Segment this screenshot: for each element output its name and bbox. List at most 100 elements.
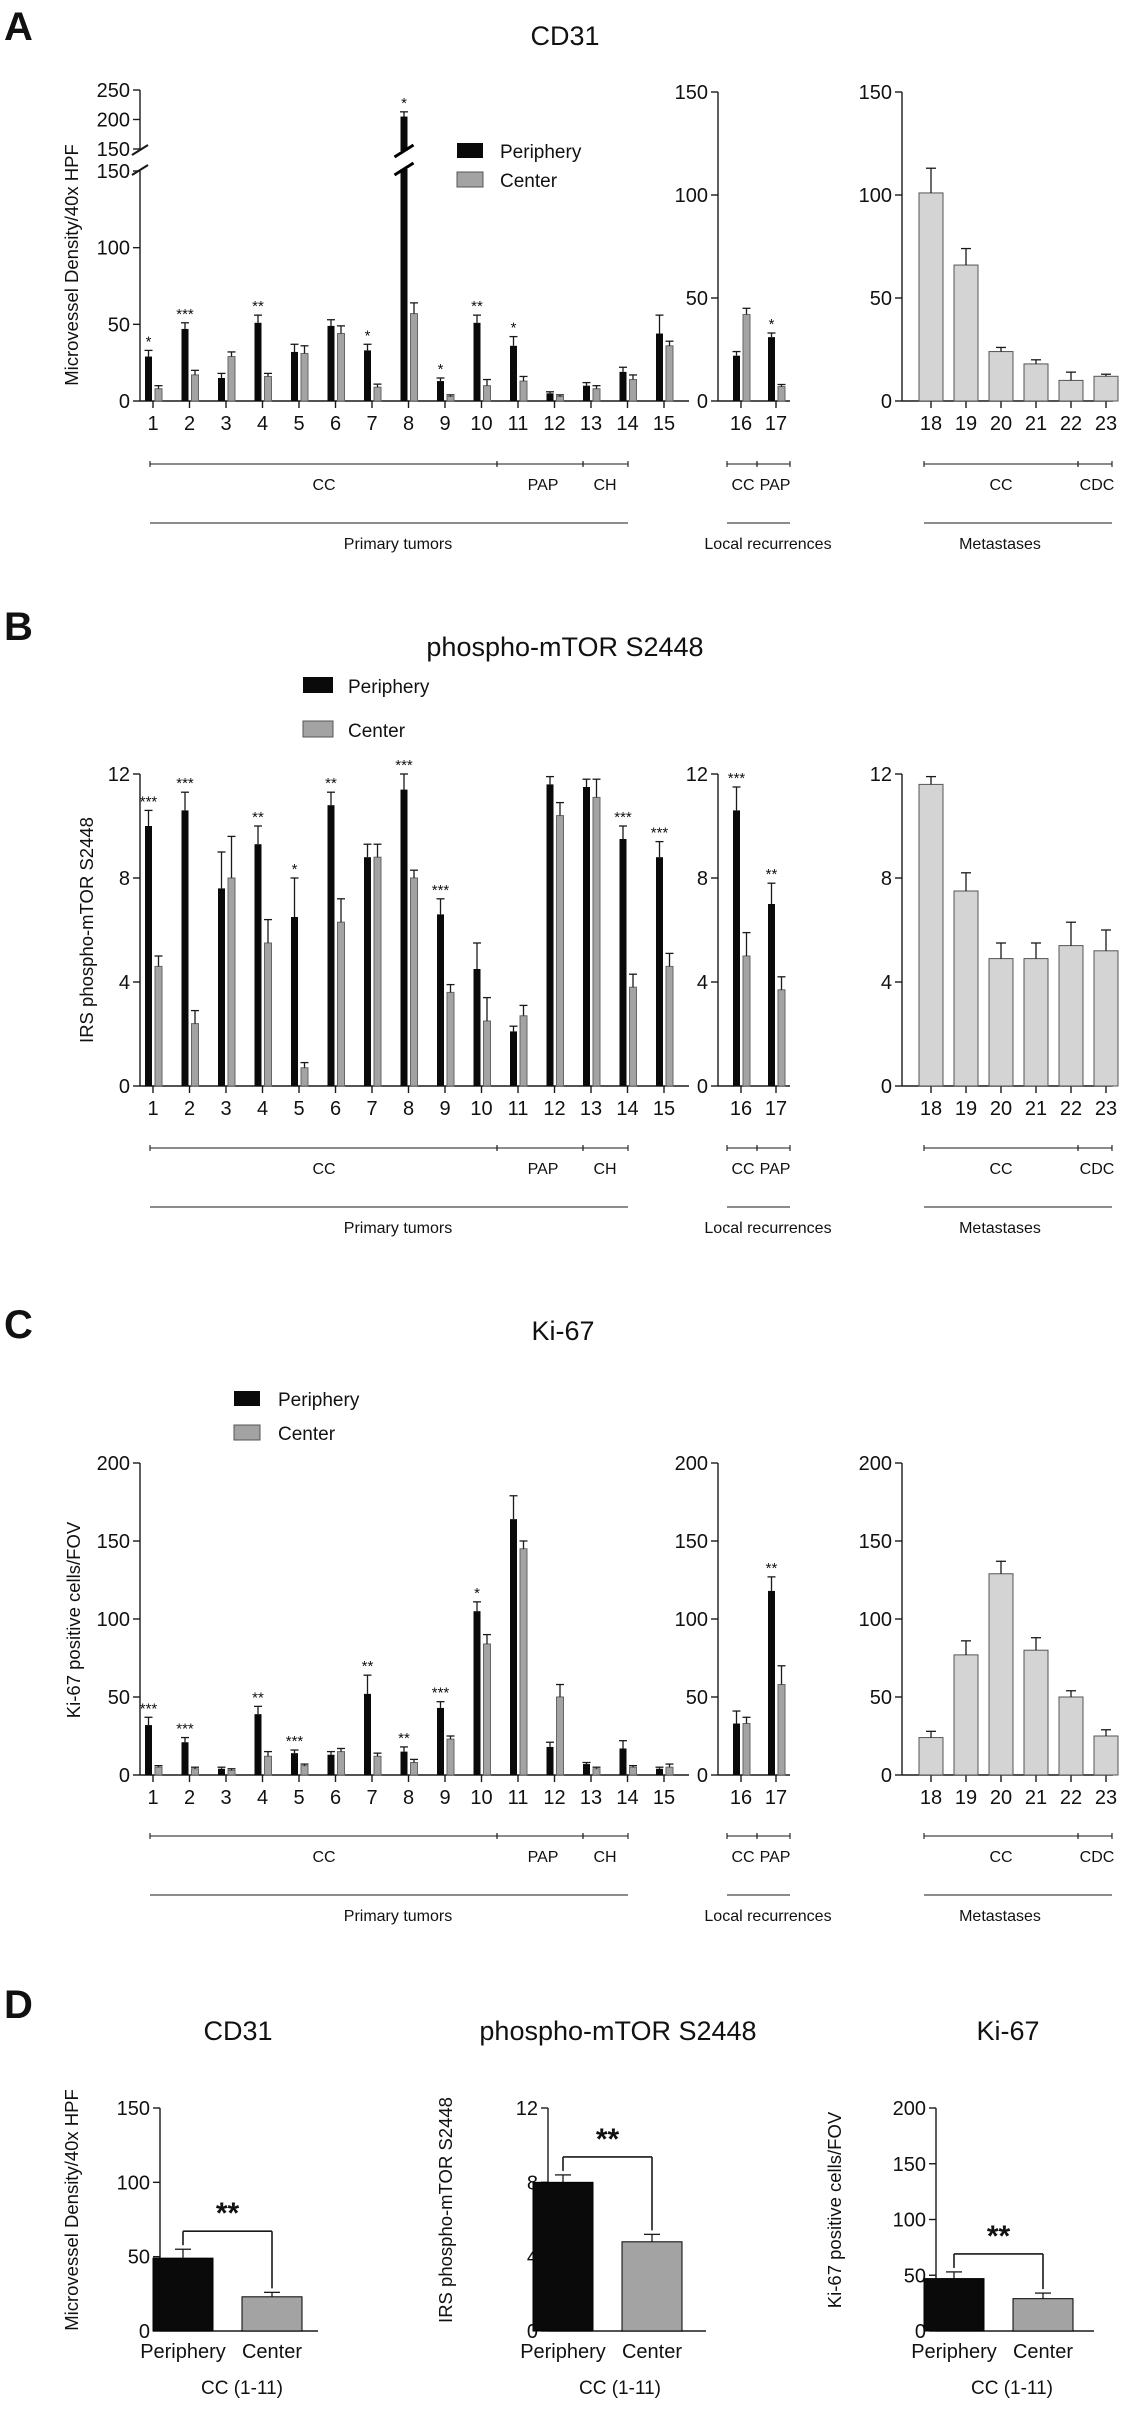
panel-a-primary-bar-periphery xyxy=(619,371,627,401)
panel-b-primary-bar-periphery xyxy=(364,857,371,1086)
panel-c-metastasis-bar xyxy=(1093,1735,1119,1776)
panel-c-recurrence-bar-center xyxy=(742,1723,751,1776)
panel-b-primary-y-tick-label: 8 xyxy=(119,868,130,890)
panel-a-metastasis-bar xyxy=(953,264,979,402)
panel-b-primary-bar-center xyxy=(373,856,382,1087)
panel-d-subtitle-cd31: CC (1-11) xyxy=(201,2378,283,2399)
panel-c-metastasis-y-tick-label: 0 xyxy=(881,1765,892,1787)
group-a-cc: CC xyxy=(312,477,335,494)
panel-b-primary-x-label: 2 xyxy=(184,1098,195,1120)
panel-c-primary-bar-periphery xyxy=(473,1611,481,1775)
panel-b-primary-significance: ** xyxy=(252,809,264,826)
panel-c-primary-y-tick-label: 100 xyxy=(97,1609,130,1631)
panel-b-primary-bar-center xyxy=(410,877,418,1087)
panel-c-primary-bar-periphery xyxy=(254,1714,262,1775)
panel-a-metastasis-bar xyxy=(918,192,944,402)
panel-a-primary-y-tick-label: 250 xyxy=(97,80,130,102)
panel-c-primary-bar-center xyxy=(410,1762,418,1776)
panel-c-primary-bar-center xyxy=(446,1738,455,1776)
panel-a-recurrence-bar-periphery xyxy=(733,355,740,401)
panel-a-metastasis-bar xyxy=(1093,375,1119,402)
panel-c-primary-significance: * xyxy=(474,1585,480,1602)
panel-b-recurrence-y-tick-label: 12 xyxy=(686,764,708,786)
panel-c-primary-x-label: 14 xyxy=(616,1787,638,1809)
panel-b-primary-x-label: 4 xyxy=(257,1098,268,1120)
panel-a-metastasis-x-label: 21 xyxy=(1025,413,1047,435)
panel-b-primary-x-label: 13 xyxy=(580,1098,602,1120)
panel-b-primary-bar-center xyxy=(154,965,163,1087)
group-c-rec-cc: CC xyxy=(731,1849,754,1866)
panel-a-recurrence-y-tick-label: 0 xyxy=(697,391,708,413)
panel-b-primary-x-label: 14 xyxy=(616,1098,638,1120)
panel-a-primary-bar-periphery xyxy=(254,322,262,401)
panel-a-primary-y-tick-label: 200 xyxy=(97,110,130,132)
panel-b-recurrence-x-label: 16 xyxy=(730,1098,752,1120)
panel-a-recurrence-bar-periphery xyxy=(768,337,775,401)
panel-c-metastasis-y-tick-label: 100 xyxy=(859,1609,892,1631)
panel-c-recurrence-bar-center xyxy=(777,1684,786,1776)
panel-d-ki67-significance: ** xyxy=(987,2220,1011,2253)
panel-a-recurrence-y-tick-label: 100 xyxy=(675,185,708,207)
panel-c-primary-x-label: 11 xyxy=(508,1787,529,1809)
panel-a-primary-bar-break-mark xyxy=(393,143,415,159)
panel-d-cd31-bar-periphery xyxy=(152,2257,214,2332)
panel-d-mtor-y-label: IRS phospho-mTOR S2448 xyxy=(435,2097,456,2323)
panel-c-primary-significance: *** xyxy=(140,1700,158,1717)
group-b-pap: PAP xyxy=(528,1161,559,1178)
panel-d-subtitle-ki67: CC (1-11) xyxy=(971,2378,1053,2399)
panel-c-primary-significance: ** xyxy=(398,1730,410,1747)
panel-b-recurrence-y-tick-label: 0 xyxy=(697,1076,708,1098)
panel-a-metastasis-y-tick-label: 0 xyxy=(881,391,892,413)
panel-b-recurrence-bar-center xyxy=(777,989,786,1087)
panel-a-recurrence-y-tick-label: 150 xyxy=(675,82,708,104)
group-c-metastases: Metastases xyxy=(959,1908,1041,1925)
panel-b-metastasis-bar xyxy=(918,783,944,1087)
panel-b-metastasis-y-tick-label: 8 xyxy=(881,868,892,890)
panel-b-primary-bar-center xyxy=(337,921,345,1087)
panel-a-primary-bar-periphery-upper xyxy=(400,116,408,151)
panel-c-primary-bar-center xyxy=(337,1751,345,1776)
panel-b-metastasis-bar xyxy=(1023,958,1049,1087)
panel-a-primary-bar-center xyxy=(264,375,272,402)
panel-b-primary-bar-periphery xyxy=(291,917,298,1086)
group-a-met-cdc: CDC xyxy=(1080,477,1115,494)
panel-c-primary-bar-center xyxy=(483,1643,491,1776)
group-c-met-cdc: CDC xyxy=(1080,1849,1115,1866)
panel-c-primary-bar-center xyxy=(264,1755,272,1776)
panel-d-mtor-y-tick-label: 0 xyxy=(527,2321,538,2343)
panel-c-recurrence-y-tick-label: 100 xyxy=(675,1609,708,1631)
panel-c-recurrence-x-label: 17 xyxy=(765,1787,787,1809)
panel-c-primary-bar-periphery xyxy=(619,1748,627,1775)
panel-a-primary-bar-center xyxy=(227,356,236,402)
legend-a-center-swatch xyxy=(456,171,484,188)
panel-b-metastasis-x-label: 19 xyxy=(955,1098,977,1120)
panel-b-primary-y-tick-label: 12 xyxy=(108,764,130,786)
panel-d-cd31-bar-center xyxy=(241,2296,303,2332)
panel-c-metastasis-y-tick-label: 200 xyxy=(859,1453,892,1475)
panel-d-ki67-y-label: Ki-67 positive cells/FOV xyxy=(824,2111,845,2308)
panel-c-primary-bar-periphery xyxy=(181,1742,189,1775)
group-a-primary: Primary tumors xyxy=(344,536,452,553)
panel-c-metastasis-x-label: 19 xyxy=(955,1787,977,1809)
panel-a-primary-bar-center xyxy=(519,380,528,402)
panel-a-primary-significance: ** xyxy=(471,298,483,315)
legend-a-center-label: Center xyxy=(500,171,558,192)
panel-b-title: phospho-mTOR S2448 xyxy=(426,632,703,662)
panel-d-cd31-y-tick-label: 0 xyxy=(139,2321,150,2343)
panel-c-metastasis-y-tick-label: 50 xyxy=(870,1687,892,1709)
panel-c-primary-y-tick-label: 50 xyxy=(108,1687,130,1709)
legend-c: Periphery Center xyxy=(233,1390,360,1445)
panel-a-primary-bar-center xyxy=(300,352,309,402)
panel-b-recurrence-bar-center xyxy=(742,955,751,1087)
panel-c-primary-x-label: 6 xyxy=(330,1787,341,1809)
panel-a-recurrence-x-label: 16 xyxy=(730,413,752,435)
group-a-rec-cc: CC xyxy=(731,477,754,494)
panel-a-primary-axis-break-mark xyxy=(131,164,149,176)
panel-a-title: CD31 xyxy=(530,21,599,51)
panel-c-primary-x-label: 15 xyxy=(653,1787,675,1809)
panel-c-primary-bar-periphery xyxy=(437,1707,444,1775)
panel-d-mtor-y-tick-label: 12 xyxy=(516,2098,538,2120)
panel-b-primary-bar-periphery xyxy=(145,826,152,1086)
panel-a-primary-y-tick-label: 100 xyxy=(97,238,130,260)
